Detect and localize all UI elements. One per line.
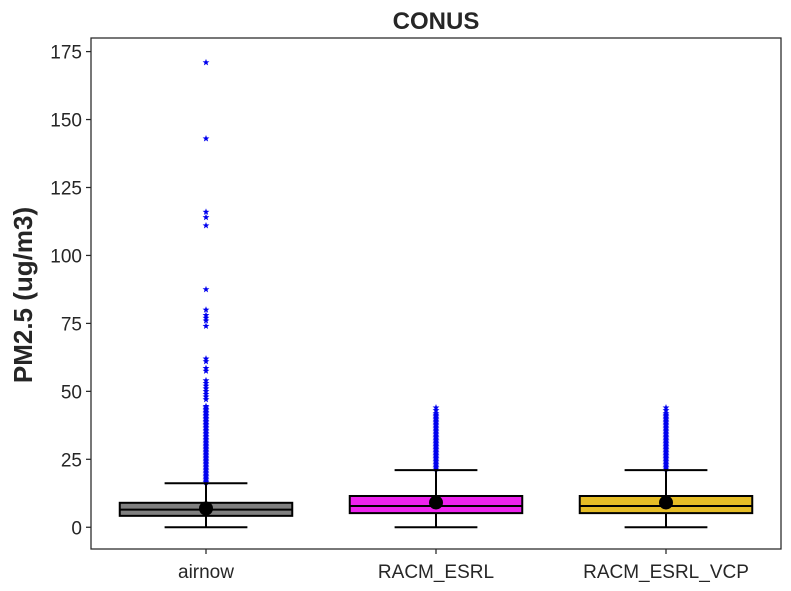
x-tick-label-RACM_ESRL: RACM_ESRL xyxy=(378,562,494,583)
box-RACM_ESRL-outlier xyxy=(432,409,440,417)
box-RACM_ESRL-mean xyxy=(429,495,443,510)
chart-title: CONUS xyxy=(393,8,480,35)
box-RACM_ESRL_VCP-outlier xyxy=(662,406,670,414)
box-airnow-outlier xyxy=(202,58,210,66)
box-airnow-outlier xyxy=(202,382,210,389)
box-airnow-outlier xyxy=(202,311,210,319)
box-airnow-outlier xyxy=(202,357,210,365)
x-tick-label-airnow: airnow xyxy=(178,562,234,583)
box-airnow-outlier xyxy=(202,395,210,403)
box-airnow-outlier xyxy=(202,306,210,313)
box-airnow-outlier xyxy=(202,314,210,321)
y-tick-label-175: 175 xyxy=(50,43,82,64)
box-RACM_ESRL-outlier xyxy=(432,404,440,411)
box-airnow-outlier xyxy=(202,390,210,397)
y-tick-label-25: 25 xyxy=(61,450,82,471)
box-airnow-outlier xyxy=(202,364,210,372)
box-airnow-outlier xyxy=(202,208,210,215)
box-airnow-outlier xyxy=(202,322,210,330)
box-airnow-outlier xyxy=(202,134,210,142)
y-tick-label-150: 150 xyxy=(50,111,82,132)
y-tick-label-75: 75 xyxy=(61,314,82,335)
box-airnow-outlier xyxy=(202,402,210,410)
plot-area: 0 25 50 75 100 125 150 175 airnow RACM_ESRL RACM_E… xyxy=(50,43,754,583)
box-airnow-outlier xyxy=(202,317,210,324)
y-tick-label-50: 50 xyxy=(61,382,82,403)
y-tick-label-125: 125 xyxy=(50,178,82,199)
box-RACM_ESRL_VCP-outlier xyxy=(662,404,670,411)
x-tick-label-RACM_ESRL_VCP: RACM_ESRL_VCP xyxy=(583,562,749,583)
plot-frame xyxy=(90,37,782,550)
box-RACM_ESRL-outlier xyxy=(432,406,440,414)
box-airnow-outlier xyxy=(202,376,210,384)
y-axis-label: PM2.5 (ug/m3) xyxy=(8,207,38,383)
box-airnow-outlier xyxy=(202,387,210,395)
box-airnow-outlier xyxy=(202,367,210,374)
box-airnow-outlier xyxy=(202,355,210,362)
box-airnow-outlier xyxy=(202,285,210,293)
box-airnow-mean xyxy=(199,501,213,516)
y-tick-label-100: 100 xyxy=(50,246,82,267)
box-airnow-outlier xyxy=(202,385,210,392)
box-airnow-outlier xyxy=(202,379,210,387)
box-airnow-outlier xyxy=(202,221,210,229)
box-airnow-outlier xyxy=(202,213,210,221)
box-RACM_ESRL_VCP-outlier xyxy=(662,409,670,417)
y-tick-label-0: 0 xyxy=(71,518,82,539)
box-airnow-outlier xyxy=(202,393,210,400)
box-RACM_ESRL_VCP-mean xyxy=(659,495,673,510)
